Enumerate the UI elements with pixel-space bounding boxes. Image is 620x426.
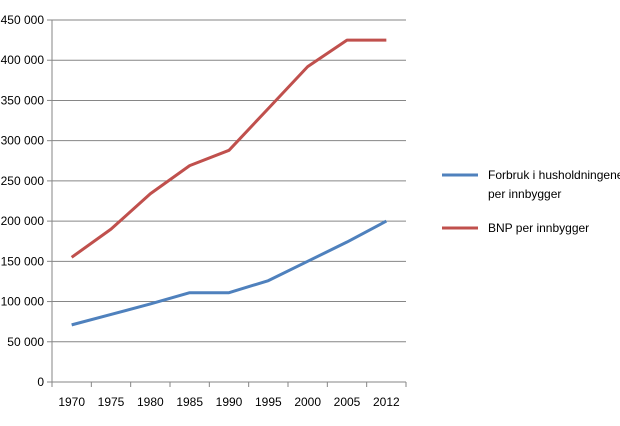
y-tick-label: 350 000	[1, 93, 45, 107]
y-tick-label: 150 000	[1, 254, 45, 268]
y-tick-label: 400 000	[1, 53, 45, 67]
y-tick-label: 100 000	[1, 295, 45, 309]
legend-label: Forbruk i husholdningene	[488, 168, 620, 182]
legend-label: BNP per innbygger	[488, 221, 589, 235]
x-tick-label: 1970	[58, 395, 85, 409]
y-tick-label: 300 000	[1, 134, 45, 148]
y-tick-label: 200 000	[1, 214, 45, 228]
series-line	[70, 38, 387, 259]
x-tick-label: 1975	[98, 395, 125, 409]
x-tick-label: 1985	[176, 395, 203, 409]
series-line	[71, 219, 388, 327]
series-forbruk	[71, 219, 388, 327]
series-bnp	[70, 38, 387, 259]
x-tick-label: 1995	[255, 395, 282, 409]
y-tick-label: 0	[37, 375, 44, 389]
y-tick-label: 50 000	[7, 335, 44, 349]
x-tick-label: 1980	[137, 395, 164, 409]
legend-label: per innbygger	[488, 187, 561, 201]
x-tick-label: 2000	[294, 395, 321, 409]
x-tick-label: 2012	[373, 395, 400, 409]
y-tick-label: 250 000	[1, 174, 45, 188]
y-tick-label: 450 000	[1, 13, 45, 27]
x-tick-label: 1990	[216, 395, 243, 409]
x-tick-label: 2005	[334, 395, 361, 409]
